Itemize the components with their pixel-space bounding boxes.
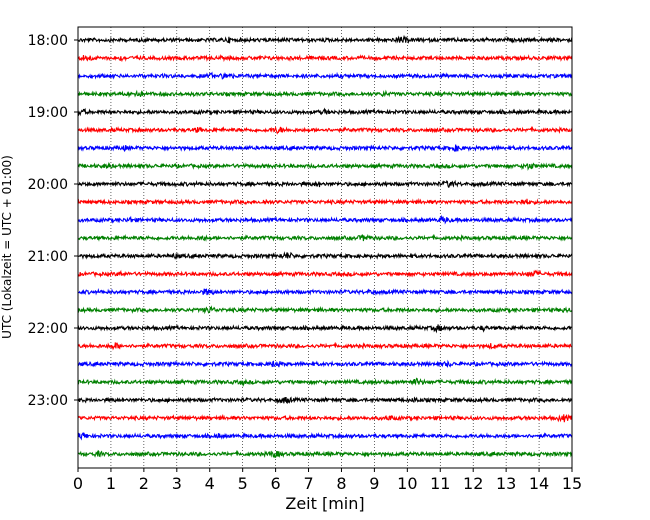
trace-line: [77, 288, 573, 296]
trace-line: [77, 144, 573, 153]
x-tick-label: 5: [238, 474, 248, 493]
trace-line: [77, 125, 573, 135]
trace-line: [77, 179, 573, 188]
y-tick-label: 19:00: [28, 105, 68, 121]
x-tick-label: 7: [303, 474, 313, 493]
x-axis-label: Zeit [min]: [285, 494, 364, 513]
y-tick-label: 22:00: [28, 321, 68, 337]
x-tick-label: 12: [463, 474, 483, 493]
x-tick-label: 1: [106, 474, 116, 493]
trace-line: [77, 359, 573, 368]
x-tick-label: 8: [336, 474, 346, 493]
trace-group: [77, 34, 573, 458]
x-tick-label: 13: [496, 474, 516, 493]
trace-line: [77, 413, 573, 423]
trace-line: [77, 214, 573, 225]
x-axis-ticks: 0 1 2 3 4 5 6 7 8 9 10 11 12 13 14 15: [73, 468, 582, 493]
x-tick-label: 11: [430, 474, 450, 493]
trace-line: [77, 251, 573, 260]
x-tick-label: 10: [397, 474, 417, 493]
trace-line: [77, 431, 573, 441]
trace-line: [77, 161, 573, 171]
x-tick-label: 3: [172, 474, 182, 493]
trace-line: [77, 54, 573, 63]
trace-line: [77, 341, 573, 351]
trace-line: [77, 377, 573, 388]
x-tick-label: 0: [73, 474, 83, 493]
plot-frame: [77, 26, 573, 469]
y-axis-ticks: 18:00 19:00 20:00 21:00 22:00 23:00: [28, 33, 78, 409]
y-tick-label: 23:00: [28, 393, 68, 409]
trace-line: [77, 197, 573, 206]
y-tick-label: 21:00: [28, 249, 68, 265]
x-tick-label: 6: [271, 474, 281, 493]
x-tick-label: 14: [529, 474, 549, 493]
trace-line: [77, 34, 573, 44]
x-tick-label: 9: [369, 474, 379, 493]
x-tick-label: 15: [562, 474, 582, 493]
trace-line: [77, 396, 573, 405]
trace-line: [77, 71, 573, 80]
trace-line: [77, 449, 573, 458]
y-tick-label: 18:00: [28, 33, 68, 49]
trace-line: [77, 233, 573, 242]
trace-line: [77, 107, 573, 117]
x-tick-label: 4: [205, 474, 215, 493]
trace-line: [77, 305, 573, 315]
y-tick-label: 20:00: [28, 177, 68, 193]
trace-line: [77, 89, 573, 98]
x-tick-label: 2: [139, 474, 149, 493]
trace-line: [77, 324, 573, 334]
y-axis-label: UTC (Lokalzeit = UTC + 01:00): [0, 155, 14, 339]
trace-line: [77, 269, 573, 278]
